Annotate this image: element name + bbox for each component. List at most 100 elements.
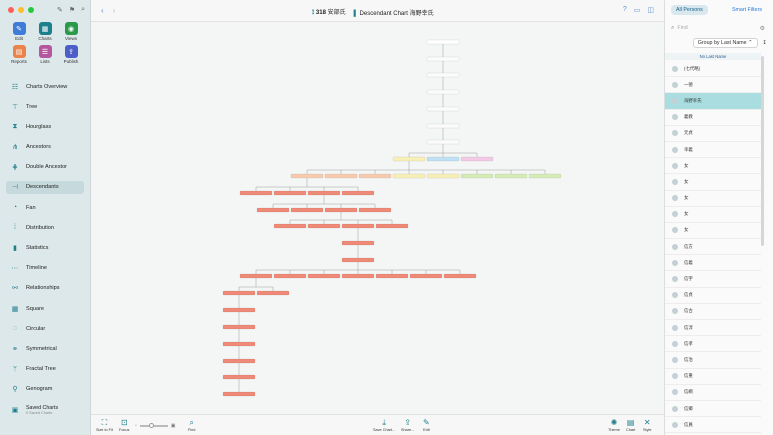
find-button[interactable]: ⌕ Find <box>188 418 196 432</box>
zoom-window-button[interactable] <box>28 7 34 13</box>
zoom-knob[interactable] <box>148 423 154 429</box>
person-box[interactable] <box>273 273 307 279</box>
person-box[interactable] <box>273 223 307 229</box>
person-box[interactable] <box>222 391 256 397</box>
person-box[interactable] <box>222 307 256 313</box>
sidebar-item-saved-charts[interactable]: ▣ Saved Charts 0 Saved Charts <box>11 405 59 415</box>
person-box[interactable] <box>375 273 409 279</box>
person-box[interactable] <box>239 273 273 279</box>
tool-reports-button[interactable]: ▤ Reports <box>6 45 32 64</box>
person-row[interactable]: 海野幸氏 <box>665 93 761 110</box>
person-row[interactable]: 信綱 <box>665 385 761 401</box>
size-to-fit-button[interactable]: ⛶ Size to Fit <box>96 418 113 432</box>
person-box[interactable] <box>341 273 375 279</box>
person-row[interactable]: 女 <box>665 207 761 223</box>
person-box[interactable] <box>222 374 256 380</box>
theme-button[interactable]: ✺ Theme <box>608 418 620 432</box>
tool-edit-button[interactable]: ✎ Edit <box>6 22 32 41</box>
person-box[interactable] <box>426 123 460 129</box>
bookmark-icon[interactable]: ⚑ <box>68 7 76 14</box>
tool-views-button[interactable]: ◉ Views <box>58 22 84 41</box>
person-box[interactable] <box>426 173 460 179</box>
person-row[interactable]: 女 <box>665 174 761 191</box>
person-row[interactable]: 信孝 <box>665 336 761 353</box>
sidebar-item-double-ancestor[interactable]: ⋕ Double Ancestor <box>6 161 84 174</box>
share-button[interactable]: ⇪ Share... <box>401 418 415 432</box>
person-box[interactable] <box>222 324 256 330</box>
sidebar-item-genogram[interactable]: ⚲ Genogram <box>6 383 84 396</box>
person-row[interactable]: 女 <box>665 191 761 207</box>
sidebar-toggle-icon[interactable]: ◫ <box>647 7 654 14</box>
sidebar-item-statistics[interactable]: ▮ Statistics <box>6 242 84 255</box>
help-icon[interactable]: ? <box>622 6 627 13</box>
zoom-out-icon[interactable]: ▫ <box>135 423 137 429</box>
save-chart-button[interactable]: ⤓ Save Chart... <box>373 418 396 432</box>
person-row[interactable]: 信貞 <box>665 288 761 304</box>
person-row[interactable]: 女 <box>665 223 761 240</box>
person-box[interactable] <box>426 56 460 62</box>
sidebar-item-circular[interactable]: ◌ Circular <box>6 322 84 335</box>
person-box[interactable] <box>273 190 307 196</box>
person-box[interactable] <box>256 290 290 296</box>
person-row[interactable]: 信義 <box>665 255 761 272</box>
sort-icon[interactable]: ↧ <box>762 39 767 46</box>
root-person-box[interactable] <box>426 39 460 45</box>
edit-button[interactable]: ✎ Edit <box>423 418 430 432</box>
person-box[interactable] <box>341 190 375 196</box>
person-box[interactable] <box>443 273 477 279</box>
sidebar-item-timeline[interactable]: ⋯ Timeline <box>11 265 47 273</box>
close-window-button[interactable] <box>8 7 14 13</box>
person-row[interactable]: (七代略) <box>665 61 761 78</box>
sidebar-item-hourglass[interactable]: ⧗ Hourglass <box>6 120 84 133</box>
person-row[interactable]: 女 <box>665 158 761 175</box>
person-box[interactable] <box>341 240 375 246</box>
sidebar-item-distribution[interactable]: ⁞ Distribution <box>6 221 84 234</box>
person-row[interactable]: 信員 <box>665 417 761 434</box>
person-box[interactable] <box>375 223 409 229</box>
sidebar-item-square[interactable]: ▦ Square <box>11 305 45 313</box>
person-search-field[interactable]: ⌕ Find ⚙ <box>671 23 765 33</box>
person-box[interactable] <box>307 223 341 229</box>
person-row[interactable]: 信治 <box>665 352 761 369</box>
person-row[interactable]: 信重 <box>665 369 761 385</box>
person-row[interactable]: 元貞 <box>665 126 761 142</box>
person-list-scrollbar[interactable] <box>761 56 764 246</box>
person-box[interactable] <box>426 156 460 162</box>
zoom-track[interactable] <box>139 423 168 429</box>
person-box[interactable] <box>528 173 562 179</box>
person-box[interactable] <box>290 207 324 213</box>
tool-publish-button[interactable]: ⇪ Publish <box>58 45 84 64</box>
person-box[interactable] <box>426 72 460 78</box>
focus-button[interactable]: ⊡ Focus <box>119 418 130 432</box>
descendant-chart[interactable] <box>91 22 664 414</box>
person-row[interactable]: 信古 <box>665 304 761 320</box>
person-box[interactable] <box>307 190 341 196</box>
back-icon[interactable]: ‹ <box>101 6 104 15</box>
person-row[interactable]: 一徳 <box>665 77 761 94</box>
person-row[interactable]: 信方 <box>665 239 761 256</box>
person-box[interactable] <box>426 106 460 112</box>
zoom-in-icon[interactable]: ▣ <box>170 423 176 429</box>
minimize-window-button[interactable] <box>18 7 24 13</box>
person-row[interactable]: 信淳 <box>665 320 761 337</box>
sidebar-item-tree[interactable]: ⊤ Tree <box>11 103 38 111</box>
window-layout-icon[interactable]: ▭ <box>633 7 641 14</box>
person-box[interactable] <box>324 173 358 179</box>
tab-all-persons[interactable]: All Persons <box>671 5 708 15</box>
search-options-icon[interactable]: ⚙ <box>759 25 765 32</box>
forward-icon[interactable]: › <box>112 6 116 15</box>
person-box[interactable] <box>494 173 528 179</box>
tag-icon[interactable]: ✎ <box>57 7 63 14</box>
person-box[interactable] <box>409 273 443 279</box>
person-box[interactable] <box>290 173 324 179</box>
sidebar-item-ancestors[interactable]: ⋔ Ancestors <box>6 141 84 154</box>
person-box[interactable] <box>358 207 392 213</box>
person-box[interactable] <box>392 156 426 162</box>
person-row[interactable]: 信郷 <box>665 401 761 418</box>
person-box[interactable] <box>460 173 494 179</box>
chart-options-button[interactable]: ▤ Chart <box>626 418 636 432</box>
person-box[interactable] <box>256 207 290 213</box>
tree-search-icon[interactable]: ⌕ <box>81 6 86 13</box>
style-button[interactable]: ✕ Style <box>643 418 652 432</box>
person-box[interactable] <box>426 139 460 145</box>
